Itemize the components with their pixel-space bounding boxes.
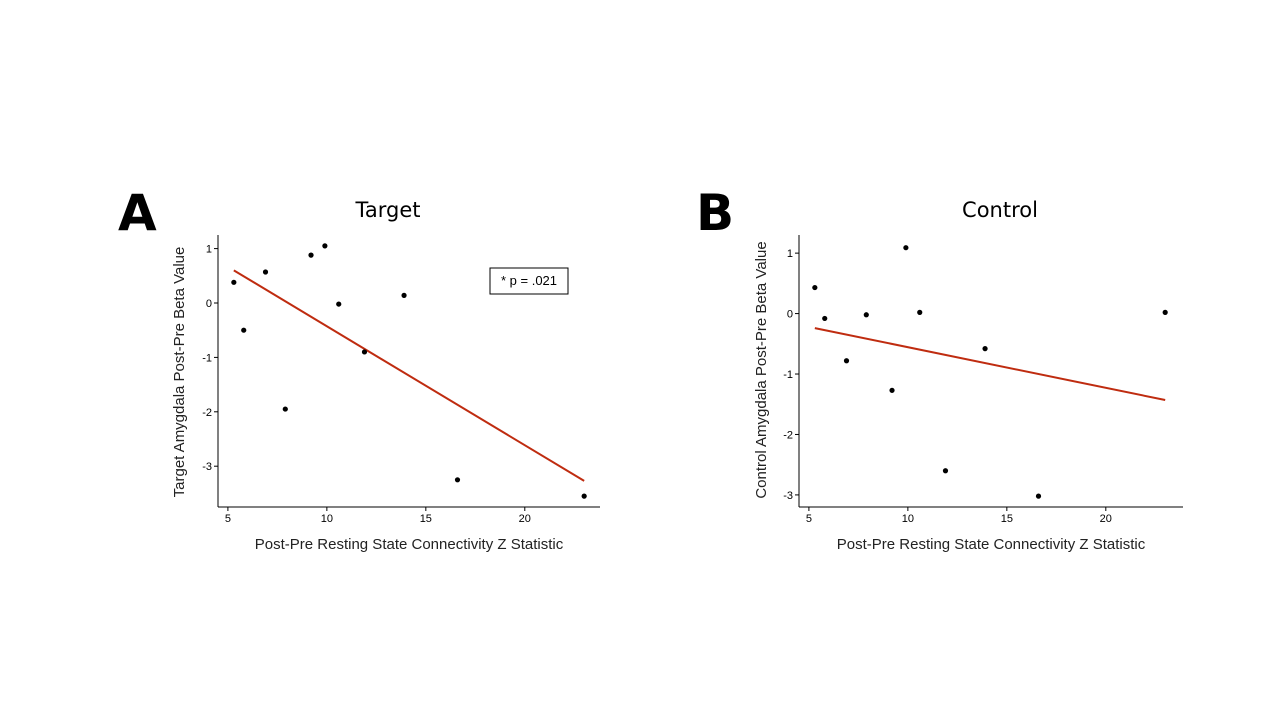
data-point [843,358,850,364]
x-tick-label: 10 [902,513,914,525]
data-point [917,309,923,315]
y-tick-label: -3 [202,461,212,473]
y-tick-label: 1 [206,244,212,256]
chart-title-target: Target [355,198,421,222]
y-tick-label: 0 [787,309,793,321]
data-point [401,292,407,298]
x-tick-label: 15 [1001,513,1013,525]
y-axis-title-b: Control Amygdala Post-Pre Beta Value [753,241,770,498]
y-tick-label: -1 [783,369,793,381]
data-point [942,468,949,474]
x-axis-title-b: Post-Pre Resting State Connectivity Z St… [837,536,1146,553]
data-point [1162,309,1168,315]
x-tick-label: 10 [321,513,333,525]
data-point [361,349,368,355]
y-axis-title-a: Target Amygdala Post-Pre Beta Value [171,247,188,498]
y-tick-label: -2 [202,407,212,419]
x-axis-title-a: Post-Pre Resting State Connectivity Z St… [255,536,564,553]
data-point [581,493,587,499]
data-point [903,245,909,251]
x-tick-label: 5 [806,513,812,525]
data-point [822,315,828,322]
panel-label-b: B [696,184,734,242]
data-point [262,269,269,275]
regression-line [814,327,1166,401]
y-tick-label: -2 [783,429,793,441]
data-point [1035,493,1042,499]
y-tick-label: 0 [206,298,212,310]
y-tick-label: -1 [202,352,212,364]
p-value-annotation: * p = .021 [501,273,557,288]
data-point [889,387,895,393]
chart-title-control: Control [962,198,1038,222]
data-point [812,284,818,291]
x-tick-label: 20 [1100,513,1112,525]
regression-line [233,269,585,482]
data-point [322,243,328,249]
annotation-frame [489,267,569,295]
x-tick-label: 5 [225,513,231,525]
data-point [454,477,461,483]
data-point [982,346,988,352]
x-tick-label: 15 [420,513,432,525]
data-point [336,301,342,307]
x-tick-label: 20 [519,513,531,525]
y-tick-label: -3 [783,490,793,502]
annotation-box: * p = .021 [489,267,569,295]
data-point [231,279,237,285]
y-tick-label: 1 [787,248,793,260]
data-point [863,312,869,318]
data-point [241,327,247,333]
data-point [282,406,288,412]
panel-label-a: A [118,184,157,242]
data-point [308,252,314,258]
